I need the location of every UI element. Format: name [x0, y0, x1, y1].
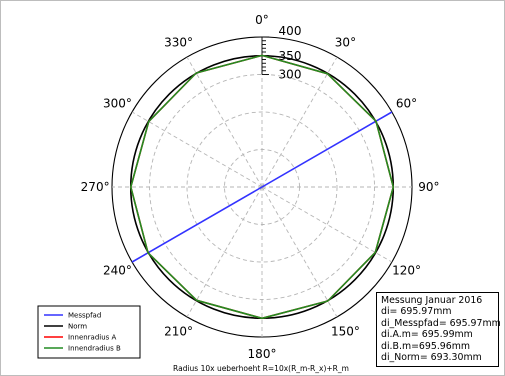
angle-tick-label: 150°: [331, 325, 360, 339]
grid-spoke: [131, 111, 263, 188]
info-line: di.A.m= 695.99mm: [381, 329, 473, 341]
radial-tick-layer: 300 350 400: [261, 24, 302, 82]
grid-spoke: [186, 56, 263, 188]
angle-tick-label: 240°: [103, 263, 132, 277]
info-line: Messung Januar 2016: [381, 295, 483, 306]
info-line: di_Norm= 693.30mm: [381, 352, 482, 364]
info-line: di_Messpfad= 695.97mm: [381, 317, 501, 329]
legend-entry-label: Innendradius B: [68, 345, 121, 353]
grid-spoke: [186, 186, 263, 318]
series-layer: [129, 54, 395, 320]
angle-tick-label: 330°: [164, 35, 193, 49]
grid-ring: [186, 111, 338, 263]
angle-label-layer: 0° 30° 60° 90° 120° 150° 180° 210° 240° 270° 300° 3…: [81, 13, 440, 361]
angle-tick-label: 60°: [396, 97, 417, 111]
angle-tick-label: 0°: [255, 13, 269, 27]
grid-spoke: [261, 186, 338, 318]
angle-tick-label: 270°: [81, 180, 110, 194]
legend-entry-label: Norm: [68, 323, 87, 331]
info-line: di.B.m=695.96mm: [381, 340, 471, 352]
angle-tick-label: 30°: [335, 35, 356, 49]
grid-spoke: [261, 56, 338, 188]
angle-tick-label: 210°: [164, 325, 193, 339]
radius-axis-caption: Radius 10x ueberhoeht R=10x(R_m-R_x)+R_m: [173, 364, 349, 373]
measurement-info-box: Messung Januar 2016 di= 695.97mm di_Mess…: [376, 292, 501, 367]
info-line: di= 695.97mm: [381, 306, 452, 318]
radial-tick-label: 400: [279, 24, 302, 38]
legend: Messpfad Norm Innenradius A Innendradius B: [37, 305, 141, 359]
angle-tick-label: 90°: [418, 180, 439, 194]
radial-tick-label: 300: [279, 68, 302, 82]
angle-tick-label: 180°: [248, 347, 277, 361]
legend-entry-label: Innenradius A: [68, 334, 117, 342]
grid-spoke: [261, 186, 393, 263]
angle-tick-label: 300°: [103, 97, 132, 111]
series-innendradius-b: [130, 54, 395, 320]
angle-tick-label: 120°: [392, 263, 421, 277]
legend-entry-label: Messpfad: [68, 312, 101, 320]
series-messpfad: [131, 111, 393, 263]
radial-tick-label: 350: [279, 49, 302, 63]
